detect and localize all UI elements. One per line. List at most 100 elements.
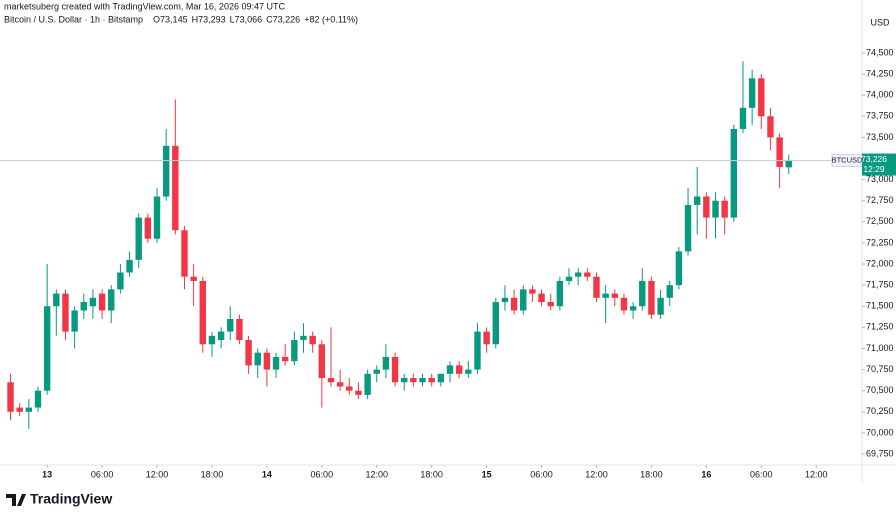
candle bbox=[309, 331, 316, 353]
candle bbox=[721, 196, 728, 235]
candle bbox=[748, 69, 756, 125]
candle-body bbox=[254, 352, 261, 366]
candle-body bbox=[401, 378, 408, 383]
candle bbox=[62, 289, 69, 341]
candle bbox=[739, 61, 747, 134]
candle bbox=[108, 285, 115, 324]
candle bbox=[556, 276, 564, 311]
candle-body bbox=[300, 335, 307, 341]
countdown-text: 12:29 bbox=[863, 164, 885, 174]
x-tick-label: 18:00 bbox=[640, 469, 663, 479]
candle-body bbox=[346, 386, 353, 391]
candle bbox=[318, 340, 326, 408]
candle bbox=[300, 323, 307, 353]
candle bbox=[144, 213, 152, 243]
x-tick-label: 15 bbox=[482, 469, 492, 479]
y-tick-label: 74,250 bbox=[866, 68, 894, 78]
candle-body bbox=[574, 272, 582, 277]
candle bbox=[666, 280, 673, 307]
candle bbox=[483, 327, 490, 353]
x-tick-label: 06:00 bbox=[91, 469, 114, 479]
symbol-line: Bitcoin / U.S. Dollar · 1h · Bitstamp bbox=[4, 14, 143, 24]
x-tick-label: 14 bbox=[262, 469, 272, 479]
candle bbox=[16, 403, 23, 417]
candle-body bbox=[236, 318, 243, 341]
x-tick-label: 18:00 bbox=[201, 469, 224, 479]
candle bbox=[181, 226, 188, 290]
candle bbox=[281, 344, 289, 366]
candle bbox=[785, 154, 792, 175]
candle-body bbox=[785, 160, 792, 168]
candle bbox=[639, 268, 646, 311]
symbol-badge-text: BTCUSD bbox=[832, 156, 863, 165]
candle bbox=[593, 272, 600, 303]
candle bbox=[98, 289, 106, 319]
candle-body bbox=[108, 289, 115, 311]
candle-body bbox=[693, 196, 701, 205]
candle bbox=[336, 369, 344, 391]
candle bbox=[703, 192, 710, 239]
y-tick-label: 74,000 bbox=[866, 90, 894, 100]
y-tick-label: 72,500 bbox=[866, 216, 894, 226]
candle-body bbox=[538, 293, 545, 303]
logo-text: TradingView bbox=[30, 491, 112, 507]
x-tick-label: 16 bbox=[701, 469, 711, 479]
candle-body bbox=[53, 293, 60, 307]
candle-body bbox=[602, 293, 609, 298]
candle-body bbox=[16, 407, 23, 412]
candle-body bbox=[227, 318, 234, 332]
candle bbox=[236, 314, 243, 345]
ohlc-value: C73,226 bbox=[266, 14, 300, 24]
candle bbox=[272, 352, 280, 379]
candle-body bbox=[465, 369, 472, 374]
candle bbox=[492, 297, 499, 349]
candle-body bbox=[364, 373, 371, 395]
candle bbox=[529, 285, 536, 303]
x-tick-label: 18:00 bbox=[420, 469, 443, 479]
candle bbox=[574, 268, 582, 286]
candle bbox=[391, 352, 399, 387]
candle-body bbox=[455, 365, 463, 374]
candle bbox=[410, 373, 417, 387]
candle bbox=[172, 99, 179, 235]
candle-body bbox=[730, 128, 738, 218]
y-tick-label: 74,500 bbox=[866, 47, 894, 57]
candle-body bbox=[629, 306, 637, 311]
y-tick-label: 70,500 bbox=[866, 385, 894, 395]
candle-body bbox=[584, 272, 591, 277]
y-tick-label: 73,000 bbox=[866, 174, 894, 184]
candle-body bbox=[611, 293, 619, 298]
candle bbox=[199, 276, 207, 353]
candle bbox=[263, 348, 271, 387]
y-tick-label: 71,250 bbox=[866, 322, 894, 332]
y-tick-label: 73,750 bbox=[866, 111, 894, 121]
currency: USD bbox=[870, 17, 890, 27]
x-tick-label: 06:00 bbox=[750, 469, 773, 479]
candle bbox=[446, 361, 454, 383]
candle bbox=[520, 285, 527, 315]
candle bbox=[89, 289, 97, 319]
candle-body bbox=[675, 251, 683, 286]
candle-body bbox=[428, 378, 435, 383]
y-tick-label: 73,500 bbox=[866, 132, 894, 142]
logo-icon bbox=[6, 494, 26, 506]
candle-body bbox=[565, 276, 573, 281]
candle-body bbox=[510, 297, 518, 311]
candle-body bbox=[391, 356, 399, 383]
candle bbox=[730, 124, 738, 222]
y-tick-label: 71,750 bbox=[866, 280, 894, 290]
candle bbox=[657, 289, 664, 319]
candle bbox=[355, 382, 362, 400]
candle-body bbox=[492, 302, 499, 345]
candle bbox=[547, 293, 554, 311]
candle bbox=[648, 276, 655, 319]
candle bbox=[584, 268, 591, 281]
x-tick-label: 12:00 bbox=[805, 469, 828, 479]
y-tick-label: 70,000 bbox=[866, 427, 894, 437]
candle bbox=[437, 373, 445, 387]
candle-body bbox=[34, 390, 42, 408]
candle bbox=[474, 323, 481, 374]
candle bbox=[382, 344, 390, 379]
candle bbox=[217, 327, 225, 349]
